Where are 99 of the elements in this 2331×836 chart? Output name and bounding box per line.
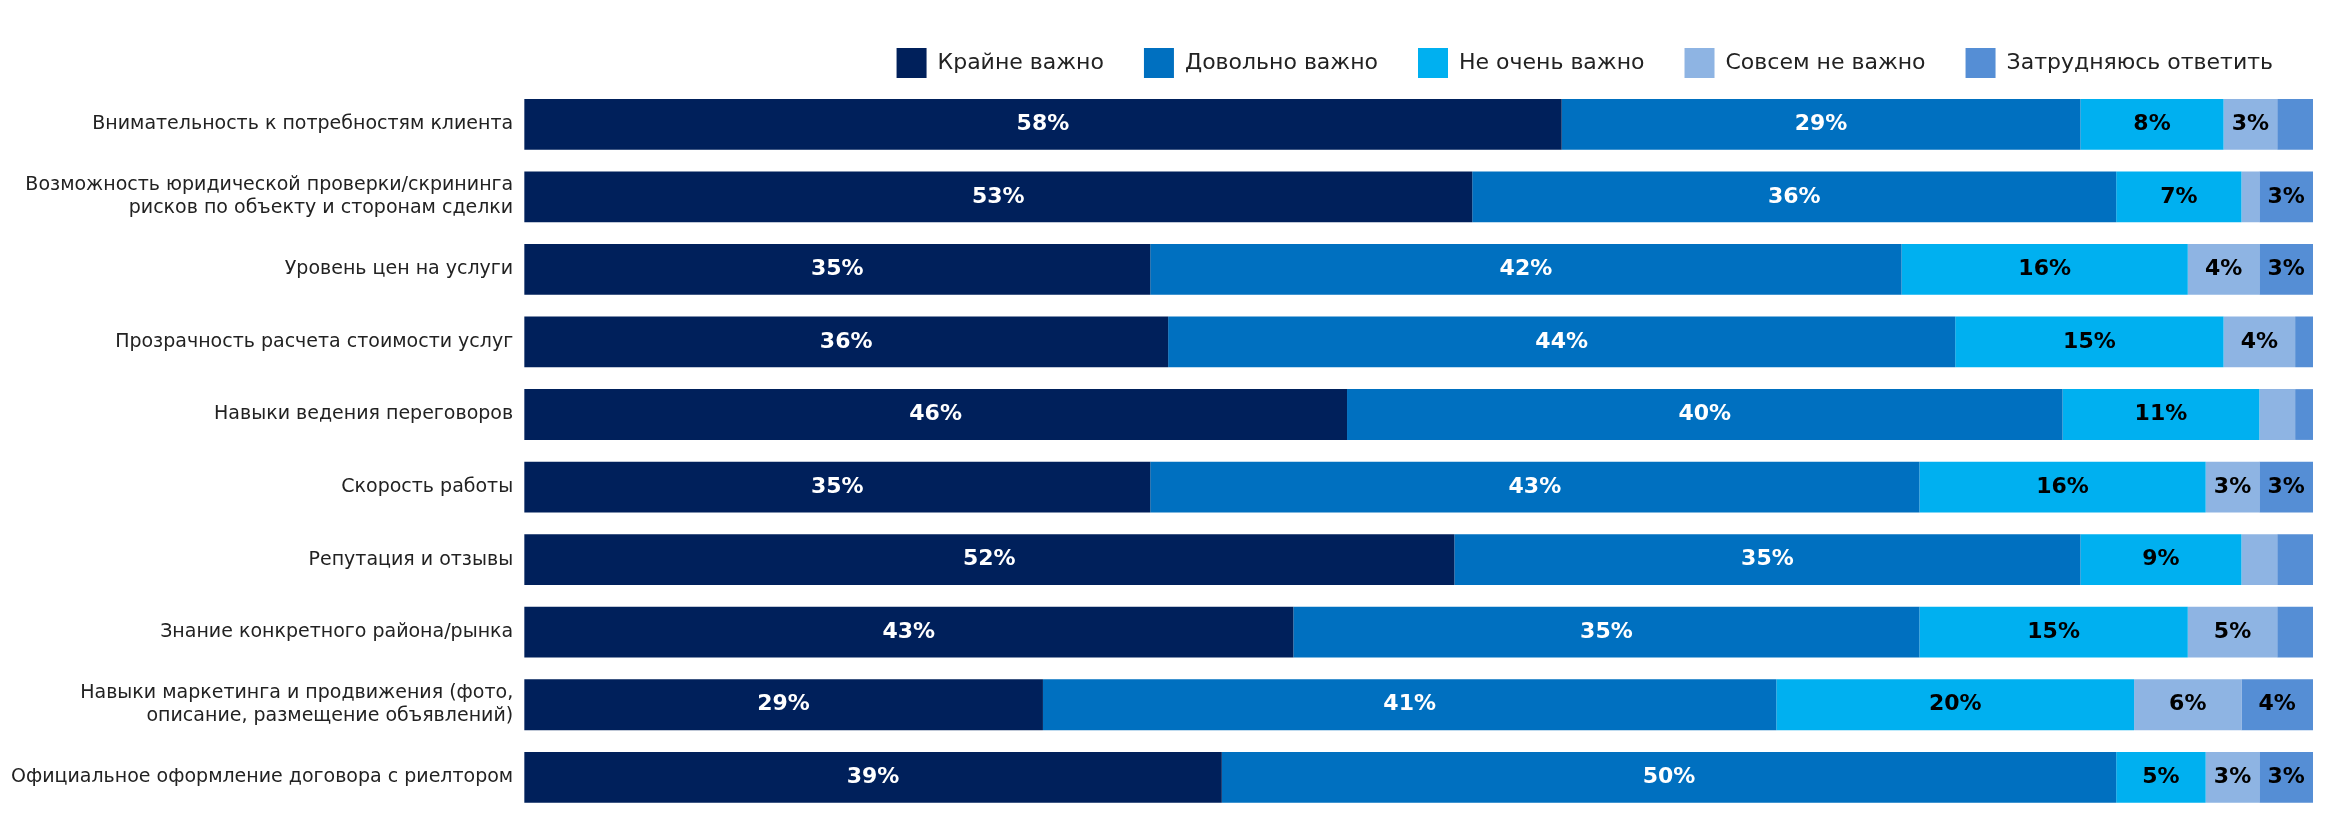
bar bbox=[2187, 244, 2260, 295]
data-label: 20% bbox=[1928, 690, 1982, 716]
bar bbox=[1221, 751, 2117, 803]
bar bbox=[1919, 606, 2188, 658]
data-label: 35% bbox=[1741, 545, 1794, 571]
bar bbox=[524, 389, 1348, 440]
bar bbox=[1901, 244, 2188, 295]
y-tick-label: Внимательность к потребностям клиента bbox=[92, 111, 514, 134]
data-label: 3% bbox=[2267, 472, 2305, 498]
legend-label: Совсем не важно bbox=[1725, 48, 1926, 74]
data-label: 44% bbox=[1535, 327, 1589, 353]
bar bbox=[524, 461, 1151, 513]
bar bbox=[1293, 606, 1920, 658]
data-label: 35% bbox=[1580, 617, 1633, 643]
bar bbox=[2295, 316, 2313, 368]
data-label: 3% bbox=[2231, 110, 2270, 135]
y-tick-label: Официальное оформление договора с риелтором bbox=[11, 764, 514, 787]
y-tick-label: Прозрачность расчета стоимости услуг bbox=[115, 328, 514, 351]
bar bbox=[2277, 98, 2313, 150]
data-label: 43% bbox=[882, 617, 936, 643]
bar bbox=[524, 751, 1222, 803]
bar bbox=[2241, 534, 2278, 586]
data-label: 35% bbox=[810, 255, 864, 281]
y-tick-label: Уровень цен на услуги bbox=[284, 256, 514, 279]
data-label: 9% bbox=[2142, 545, 2180, 571]
bar bbox=[1150, 461, 1920, 513]
data-label: 53% bbox=[971, 182, 1025, 208]
data-label: 50% bbox=[1642, 763, 1696, 789]
bar bbox=[524, 316, 1169, 368]
data-label: 29% bbox=[1794, 110, 1848, 135]
data-label: 3% bbox=[2267, 182, 2305, 208]
legend-label: Крайне важно bbox=[937, 48, 1104, 74]
bar bbox=[2080, 534, 2242, 586]
bar bbox=[1955, 316, 2224, 368]
bar bbox=[1042, 679, 1777, 731]
bar bbox=[1150, 244, 1902, 295]
bar bbox=[2295, 389, 2313, 440]
bar bbox=[2259, 389, 2296, 440]
data-label: 43% bbox=[1508, 472, 1562, 498]
data-label: 16% bbox=[2018, 255, 2072, 281]
bar bbox=[524, 98, 1562, 150]
bar bbox=[1919, 461, 2206, 513]
data-label: 4% bbox=[2240, 327, 2279, 353]
data-label: 3% bbox=[2267, 763, 2305, 789]
data-label: 46% bbox=[909, 400, 962, 426]
y-tick-label: Знание конкретного района/рынка bbox=[160, 619, 514, 642]
data-label: 36% bbox=[819, 327, 873, 353]
data-label: 16% bbox=[2036, 472, 2089, 498]
bar bbox=[1776, 679, 2135, 731]
bar bbox=[524, 244, 1151, 295]
data-label: 4% bbox=[2258, 690, 2296, 716]
y-tick-label: Репутация и отзывы bbox=[308, 546, 514, 569]
data-label: 36% bbox=[1767, 182, 1821, 208]
data-label: 39% bbox=[846, 763, 900, 789]
data-label: 11% bbox=[2134, 400, 2188, 426]
bar bbox=[2116, 171, 2242, 223]
bar bbox=[1454, 534, 2081, 586]
data-label: 3% bbox=[2213, 763, 2252, 789]
bar bbox=[1472, 171, 2117, 223]
data-label: 41% bbox=[1383, 690, 1436, 716]
bar bbox=[2116, 751, 2206, 803]
bar bbox=[524, 679, 1043, 731]
y-tick-label: Возможность юридической проверки/скрининга рисков по объекту и сторонам сделки bbox=[25, 172, 514, 218]
bar bbox=[1168, 316, 1956, 368]
bar bbox=[2062, 389, 2260, 440]
data-label: 6% bbox=[2169, 690, 2207, 716]
data-label: 15% bbox=[2027, 617, 2080, 643]
data-label: 15% bbox=[2063, 327, 2116, 353]
bar bbox=[2241, 679, 2313, 731]
bar bbox=[1347, 389, 2063, 440]
legend-label: Затрудняюсь ответить bbox=[2006, 48, 2274, 74]
data-label: 4% bbox=[2204, 255, 2243, 281]
data-label: 3% bbox=[2213, 472, 2252, 498]
bar bbox=[524, 606, 1294, 658]
data-label: 40% bbox=[1678, 400, 1732, 426]
bar bbox=[524, 534, 1455, 586]
data-label: 7% bbox=[2160, 182, 2198, 208]
data-label: 42% bbox=[1499, 255, 1553, 281]
data-label: 5% bbox=[2213, 617, 2252, 643]
bar bbox=[2080, 98, 2224, 150]
bar bbox=[2134, 679, 2242, 731]
legend-label: Не очень важно bbox=[1458, 48, 1645, 74]
bar bbox=[524, 171, 1473, 223]
data-label: 52% bbox=[962, 545, 1016, 571]
data-label: 8% bbox=[2133, 110, 2171, 135]
bar bbox=[2187, 606, 2278, 658]
data-label: 29% bbox=[757, 690, 810, 716]
bar bbox=[2277, 606, 2313, 658]
data-label: 3% bbox=[2267, 255, 2305, 281]
y-tick-label: Навыки ведения переговоров bbox=[214, 401, 514, 424]
bar bbox=[2277, 534, 2313, 586]
bar bbox=[2241, 171, 2260, 223]
y-tick-label: Скорость работы bbox=[341, 474, 514, 497]
data-label: 58% bbox=[1016, 110, 1070, 135]
y-tick-label: Навыки маркетинга и продвижения (фото, описание, размещение объявлений) bbox=[80, 680, 514, 726]
data-label: 35% bbox=[810, 472, 864, 498]
legend-label: Довольно важно bbox=[1184, 48, 1379, 74]
bar bbox=[1561, 98, 2081, 150]
data-label: 5% bbox=[2142, 763, 2180, 789]
